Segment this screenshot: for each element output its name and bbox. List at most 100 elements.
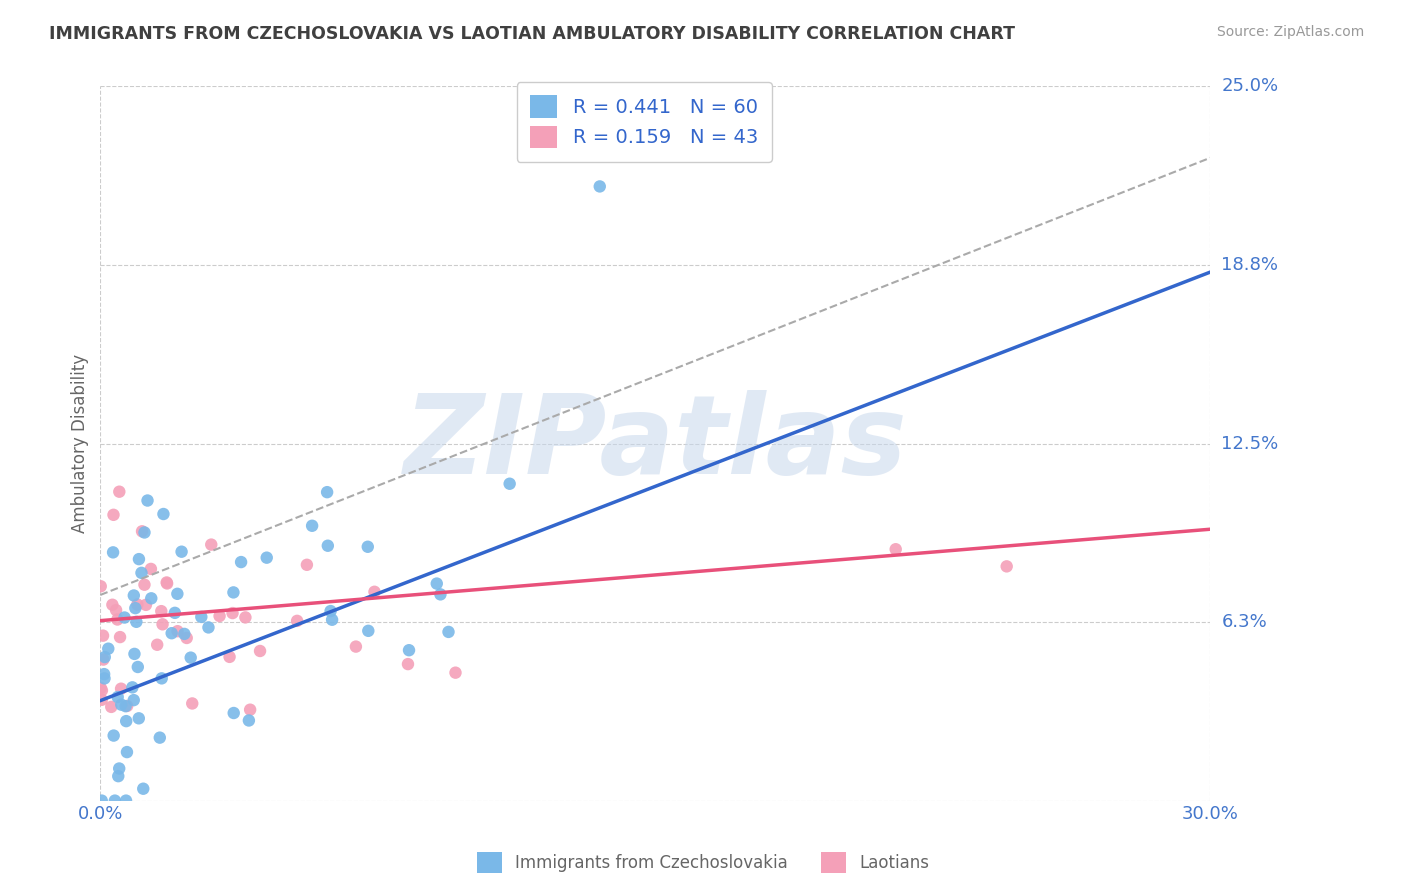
- Point: [444, 665, 467, 680]
- Point: [141, 591, 163, 606]
- Point: [128, 552, 150, 566]
- Point: [139, 562, 162, 576]
- Point: [152, 617, 174, 632]
- Point: [170, 544, 193, 558]
- Point: [344, 640, 367, 654]
- Point: [222, 706, 245, 720]
- Point: [93, 667, 115, 681]
- Point: [94, 650, 117, 665]
- Point: [127, 598, 149, 612]
- Point: [93, 672, 115, 686]
- Point: [103, 729, 125, 743]
- Point: [101, 598, 124, 612]
- Point: [103, 508, 125, 522]
- Point: [101, 545, 124, 559]
- Point: [229, 555, 252, 569]
- Point: [316, 485, 339, 500]
- Point: [285, 614, 308, 628]
- Point: [90, 683, 112, 698]
- Text: Source: ZipAtlas.com: Source: ZipAtlas.com: [1216, 25, 1364, 39]
- Point: [235, 610, 257, 624]
- Point: [90, 681, 112, 695]
- Point: [90, 579, 112, 593]
- Point: [150, 671, 173, 685]
- Point: [238, 714, 260, 728]
- Point: [163, 606, 186, 620]
- Point: [166, 624, 188, 639]
- Point: [146, 638, 169, 652]
- Point: [97, 641, 120, 656]
- Point: [173, 627, 195, 641]
- Point: [295, 558, 318, 572]
- Point: [180, 650, 202, 665]
- Point: [357, 624, 380, 638]
- Point: [176, 631, 198, 645]
- Point: [363, 584, 385, 599]
- Point: [429, 587, 451, 601]
- Point: [134, 577, 156, 591]
- Point: [150, 604, 173, 618]
- Point: [110, 681, 132, 696]
- Y-axis label: Ambulatory Disability: Ambulatory Disability: [72, 354, 89, 533]
- Point: [124, 647, 146, 661]
- Point: [128, 711, 150, 725]
- Point: [122, 693, 145, 707]
- Point: [239, 703, 262, 717]
- Point: [90, 692, 112, 706]
- Point: [110, 698, 132, 712]
- Point: [121, 681, 143, 695]
- Text: 12.5%: 12.5%: [1222, 434, 1278, 452]
- Point: [105, 603, 128, 617]
- Point: [222, 585, 245, 599]
- Point: [107, 690, 129, 704]
- Point: [132, 781, 155, 796]
- Point: [249, 644, 271, 658]
- Point: [107, 613, 129, 627]
- Point: [136, 493, 159, 508]
- Point: [122, 589, 145, 603]
- Point: [135, 598, 157, 612]
- Point: [108, 630, 131, 644]
- Legend: Immigrants from Czechoslovakia, Laotians: Immigrants from Czechoslovakia, Laotians: [470, 846, 936, 880]
- Text: 25.0%: 25.0%: [1222, 78, 1278, 95]
- Point: [190, 610, 212, 624]
- Point: [115, 698, 138, 713]
- Point: [156, 575, 179, 590]
- Point: [160, 626, 183, 640]
- Legend: R = 0.441   N = 60, R = 0.159   N = 43: R = 0.441 N = 60, R = 0.159 N = 43: [516, 82, 772, 161]
- Point: [398, 643, 420, 657]
- Point: [131, 524, 153, 539]
- Point: [91, 652, 114, 666]
- Point: [134, 525, 156, 540]
- Point: [125, 615, 148, 629]
- Point: [884, 542, 907, 557]
- Point: [127, 660, 149, 674]
- Point: [396, 657, 419, 672]
- Point: [316, 539, 339, 553]
- Point: [115, 714, 138, 728]
- Point: [301, 518, 323, 533]
- Point: [152, 507, 174, 521]
- Point: [319, 604, 342, 618]
- Text: IMMIGRANTS FROM CZECHOSLOVAKIA VS LAOTIAN AMBULATORY DISABILITY CORRELATION CHAR: IMMIGRANTS FROM CZECHOSLOVAKIA VS LAOTIA…: [49, 25, 1015, 43]
- Point: [437, 624, 460, 639]
- Point: [208, 609, 231, 624]
- Point: [589, 179, 612, 194]
- Point: [221, 606, 243, 620]
- Point: [114, 610, 136, 624]
- Point: [108, 484, 131, 499]
- Point: [498, 476, 520, 491]
- Text: ZIPatlas: ZIPatlas: [404, 390, 907, 497]
- Point: [357, 540, 380, 554]
- Point: [107, 769, 129, 783]
- Point: [90, 794, 112, 808]
- Point: [124, 601, 146, 615]
- Point: [108, 762, 131, 776]
- Point: [256, 550, 278, 565]
- Point: [115, 794, 138, 808]
- Point: [91, 629, 114, 643]
- Point: [115, 745, 138, 759]
- Text: 18.8%: 18.8%: [1222, 256, 1278, 274]
- Point: [200, 538, 222, 552]
- Text: 6.3%: 6.3%: [1222, 613, 1267, 631]
